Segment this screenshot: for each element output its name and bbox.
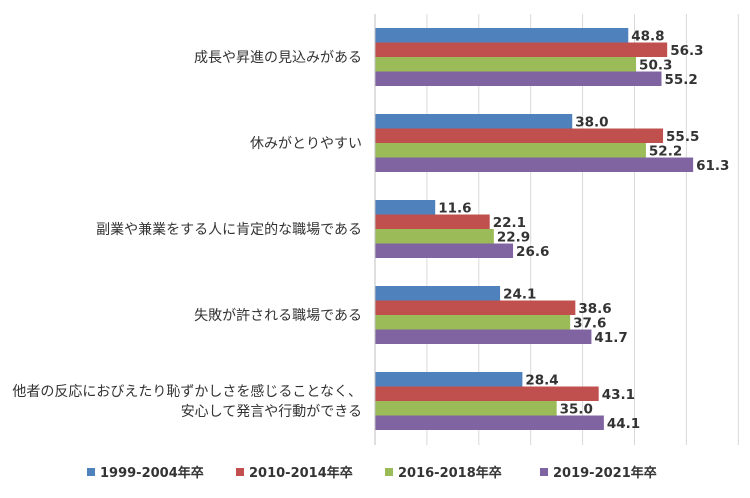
category-labels: 成長や昇進の見込みがある休みがとりやすい副業や兼業をする人に肯定的な職場である失… (12, 50, 362, 420)
data-label: 50.3 (639, 57, 672, 73)
legend-entry: 2019-2021年卒 (553, 465, 657, 481)
bar (375, 57, 637, 72)
bar (375, 401, 557, 416)
data-label: 41.7 (594, 330, 627, 346)
data-label: 43.1 (602, 387, 635, 403)
bar (375, 42, 668, 57)
data-label: 28.4 (525, 372, 558, 388)
category-label: 失敗が許される職場である (194, 308, 362, 324)
bar (375, 71, 662, 86)
category-label: 安心して発言や行動ができる (181, 404, 362, 420)
legend-swatch (236, 468, 244, 476)
category-label: 副業や兼業をする人に肯定的な職場である (96, 222, 362, 238)
bars (375, 28, 694, 430)
bar (375, 28, 629, 43)
data-label: 38.6 (578, 301, 611, 317)
data-label: 44.1 (607, 416, 640, 432)
data-label: 61.3 (696, 158, 729, 174)
data-label: 26.6 (516, 244, 549, 260)
bar (375, 143, 646, 158)
bar (375, 128, 664, 143)
legend-swatch (385, 468, 393, 476)
legend-swatch (540, 468, 548, 476)
bar (375, 157, 694, 172)
data-label: 24.1 (503, 286, 536, 302)
legend-entry: 2016-2018年卒 (398, 465, 502, 481)
bar (375, 200, 436, 215)
legend: 1999-2004年卒 2010-2014年卒 2016-2018年卒 2019-20… (87, 465, 657, 481)
value-labels: 48.8 56.350.355.2 38.0 55.552.2 61.3 11.6 22.1… (438, 28, 729, 432)
data-label: 35.0 (560, 401, 593, 417)
bar (375, 415, 604, 430)
data-label: 52.2 (649, 143, 682, 159)
data-label: 11.6 (438, 200, 471, 216)
legend-entry: 1999-2004年卒 (100, 465, 204, 481)
bar (375, 386, 599, 401)
data-label: 22.1 (493, 215, 526, 231)
legend-entry: 2010-2014年卒 (249, 465, 353, 481)
bar (375, 300, 576, 315)
category-label: 成長や昇進の見込みがある (194, 50, 362, 66)
bar (375, 214, 490, 229)
data-label: 48.8 (631, 28, 664, 44)
category-label: 他者の反応におびえたり恥ずかしさを感じることなく、 (12, 383, 362, 400)
data-label: 56.3 (670, 43, 703, 59)
bar (375, 329, 592, 344)
bar (375, 243, 514, 258)
data-label: 22.9 (497, 229, 530, 245)
bar (375, 114, 573, 129)
bar (375, 315, 571, 330)
data-label: 55.2 (664, 72, 697, 88)
data-label: 37.6 (573, 315, 606, 331)
bar (375, 229, 494, 244)
data-label: 55.5 (666, 129, 699, 145)
data-label: 38.0 (575, 114, 608, 130)
bar (375, 286, 501, 301)
bar (375, 372, 523, 387)
legend-swatch (87, 468, 95, 476)
category-label: 休みがとりやすい (250, 136, 362, 152)
